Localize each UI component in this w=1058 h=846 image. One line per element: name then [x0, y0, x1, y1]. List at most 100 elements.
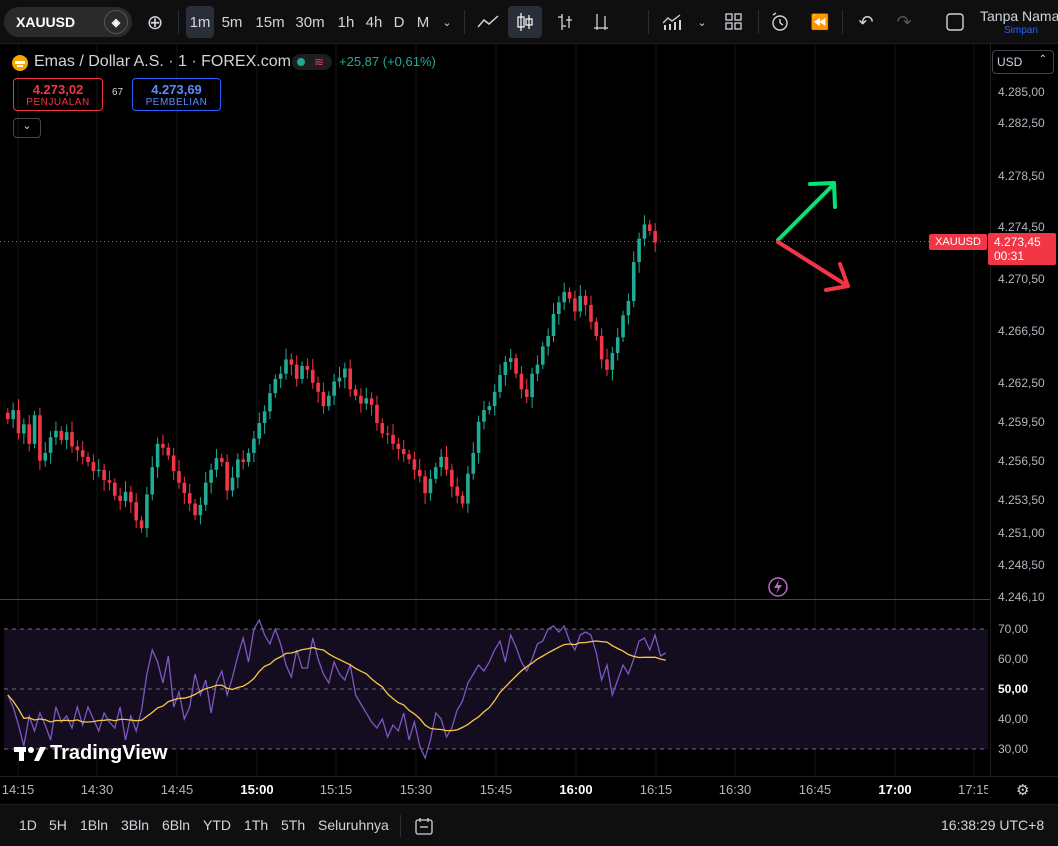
interval-1h[interactable]: 1h — [337, 13, 355, 31]
candle-body — [316, 382, 320, 392]
range-6bln[interactable]: 6Bln — [162, 817, 191, 833]
legend-title[interactable]: Emas / Dollar A.S. · 1 · FOREX.com — [34, 53, 291, 70]
candle-body — [70, 432, 74, 447]
candle-body — [589, 304, 593, 322]
candle-body — [6, 412, 10, 420]
candle-body — [220, 458, 224, 462]
heikin-ashi-icon[interactable] — [588, 6, 614, 38]
undo-icon[interactable]: ↶ — [858, 11, 874, 32]
range-all[interactable]: Seluruhnya — [318, 817, 389, 833]
candle-body — [546, 336, 550, 347]
candle-body — [396, 443, 401, 450]
buy-button[interactable]: 4.273,69 PEMBELIAN — [132, 78, 221, 111]
candles-icon[interactable] — [508, 6, 542, 38]
candle-body — [113, 482, 117, 496]
time-axis-label: 15:30 — [399, 782, 433, 797]
candle-body — [653, 230, 657, 243]
candle-body — [294, 364, 299, 379]
candle-body — [43, 452, 48, 461]
candle-body — [268, 393, 272, 412]
symbol-search-button[interactable]: XAUUSD ◈ — [4, 7, 132, 37]
rsi-background — [4, 629, 988, 749]
candle-body — [38, 415, 42, 461]
layouts-icon[interactable] — [720, 6, 748, 38]
replay-icon[interactable]: ⏪ — [810, 14, 830, 31]
candle-body — [59, 430, 64, 440]
last-price-value: 4.273,45 — [994, 235, 1041, 249]
candle-body — [236, 459, 240, 478]
candle-body — [22, 424, 26, 434]
range-ytd[interactable]: YTD — [203, 817, 231, 833]
line-chart-icon[interactable] — [474, 6, 502, 38]
layout-name[interactable]: Tanpa Nama — [980, 8, 1058, 24]
legend-collapse-chevron-icon[interactable]: ⌄ — [13, 118, 41, 138]
symbol-logo-icon: ◈ — [104, 10, 128, 34]
layout-save-link[interactable]: Simpan — [1004, 25, 1038, 36]
candle-body — [375, 404, 379, 424]
range-3bln[interactable]: 3Bln — [121, 817, 150, 833]
candle-body — [476, 421, 481, 453]
candle-body — [75, 446, 80, 451]
price-axis-label: 4.251,00 — [998, 526, 1045, 540]
interval-1m[interactable]: 1m — [186, 6, 214, 38]
interval-4h[interactable]: 4h — [365, 13, 383, 31]
range-5th[interactable]: 5Th — [281, 817, 306, 833]
indicators-chevron-icon[interactable]: ⌄ — [697, 16, 707, 29]
compare-plus-icon[interactable]: ⊕ — [146, 11, 164, 34]
interval-m[interactable]: M — [416, 13, 430, 31]
axis-settings-gear-icon[interactable]: ⚙ — [1016, 782, 1030, 799]
candle-body — [171, 455, 176, 472]
interval-d[interactable]: D — [393, 13, 405, 31]
candle-body — [134, 502, 138, 521]
candle-body — [541, 346, 545, 365]
candle-body — [48, 437, 53, 453]
candle-body — [599, 336, 604, 360]
bars-icon[interactable] — [552, 6, 578, 38]
candle-body — [289, 359, 294, 365]
candle-body — [80, 450, 85, 457]
candle-body — [380, 423, 385, 434]
rsi-axis-label: 30,00 — [998, 742, 1029, 756]
spread-value: 67 — [112, 87, 124, 98]
alert-icon[interactable] — [766, 6, 794, 38]
time-axis-label: 14:15 — [1, 782, 35, 797]
time-axis-label: 17:15 — [958, 782, 988, 797]
range-5h[interactable]: 5H — [49, 817, 67, 833]
price-axis-label: 4.248,50 — [998, 558, 1045, 572]
interval-30m[interactable]: 30m — [295, 13, 325, 31]
bar-countdown: 00:31 — [994, 249, 1025, 263]
price-axis-label: 4.270,50 — [998, 272, 1045, 286]
candle-body — [11, 410, 15, 420]
candle-body — [594, 321, 599, 337]
candle-body — [230, 477, 235, 491]
fullscreen-icon[interactable] — [942, 6, 968, 38]
candle-body — [460, 495, 465, 504]
clock[interactable]: 16:38:29 UTC+8 — [941, 817, 1045, 833]
candle-body — [492, 391, 497, 407]
range-1th[interactable]: 1Th — [244, 817, 269, 833]
currency-select[interactable]: USD ⌃ — [992, 50, 1054, 74]
sell-button[interactable]: 4.273,02 PENJUALAN — [13, 78, 103, 111]
up-arrow-annotation — [776, 181, 837, 242]
market-status-icon[interactable]: ≋ — [292, 54, 332, 70]
candle-body — [642, 224, 647, 239]
interval-15m[interactable]: 15m — [255, 13, 285, 31]
indicators-icon[interactable] — [658, 6, 686, 38]
candle-body — [519, 373, 524, 390]
candle-body — [107, 480, 112, 483]
rsi-axis-label: 40,00 — [998, 712, 1029, 726]
candle-body — [16, 410, 21, 434]
go-to-date-icon[interactable] — [414, 816, 434, 836]
candle-body — [551, 313, 556, 337]
redo-icon[interactable]: ↷ — [896, 11, 912, 32]
candle-body — [412, 459, 417, 470]
candle-body — [27, 424, 31, 444]
interval-5m[interactable]: 5m — [221, 13, 243, 31]
interval-dropdown-chevron-icon[interactable]: ⌄ — [442, 16, 452, 29]
range-1bln[interactable]: 1Bln — [80, 817, 109, 833]
candle-body — [567, 291, 572, 299]
range-1d[interactable]: 1D — [19, 817, 37, 833]
price-axis-label: 4.282,50 — [998, 116, 1045, 130]
candle-body — [348, 368, 352, 390]
